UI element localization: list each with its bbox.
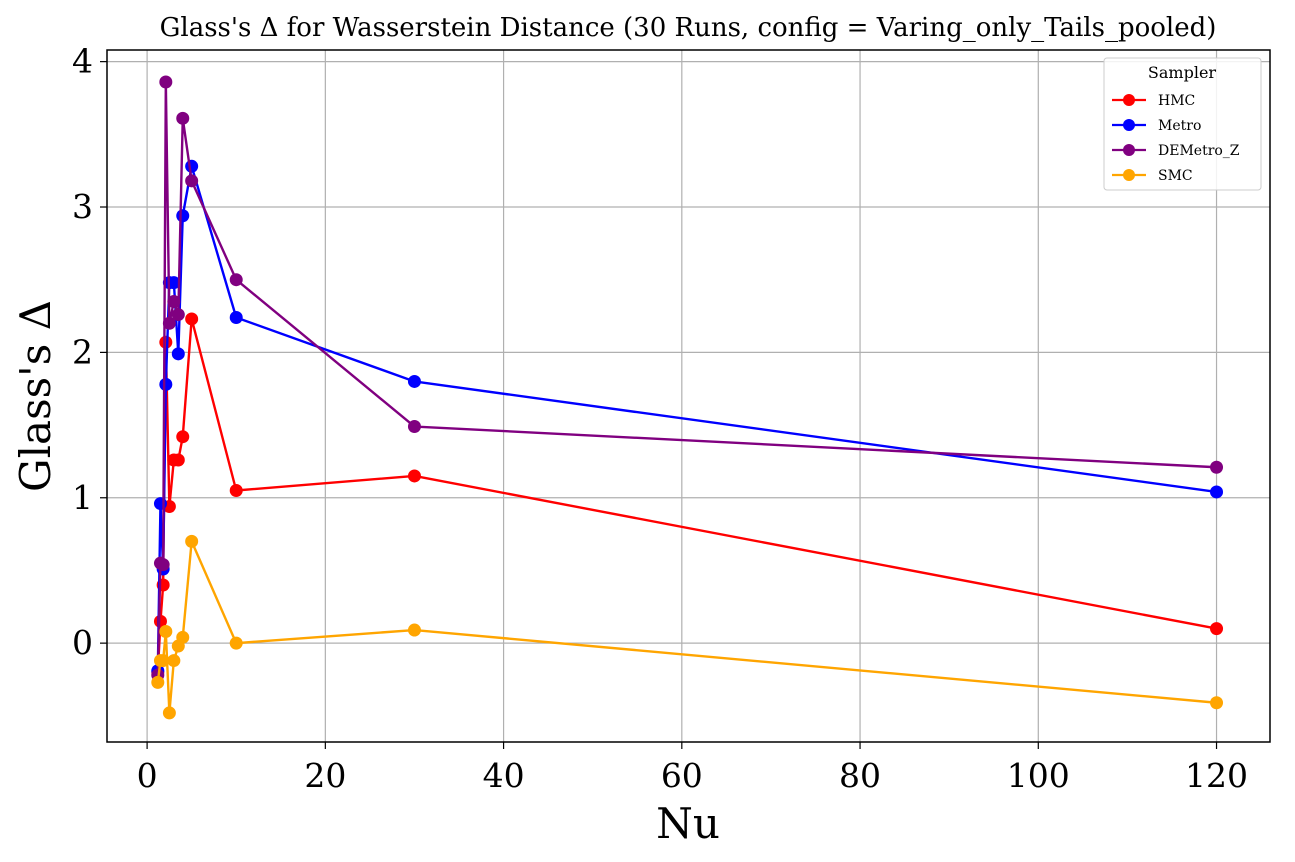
- data-point-hmc: [159, 335, 173, 349]
- data-point-metro: [159, 377, 173, 391]
- plot-frame: [106, 49, 1271, 743]
- series-smc: [151, 534, 1224, 720]
- data-point-hmc: [407, 469, 421, 483]
- legend-entry-hmc: HMC: [1112, 93, 1195, 109]
- y-tick-label: 4: [72, 42, 93, 81]
- data-point-metro: [229, 310, 243, 324]
- x-axis-ticks: 0 20 40 60 80 100 120: [137, 742, 1248, 795]
- legend-label: Metro: [1158, 118, 1201, 134]
- data-point-demetro-z: [407, 420, 421, 434]
- data-point-smc: [185, 534, 199, 548]
- data-point-smc: [167, 654, 181, 668]
- legend-title: Sampler: [1148, 63, 1217, 82]
- data-point-demetro-z: [185, 174, 199, 188]
- y-axis-label: Glass's Δ: [11, 300, 60, 492]
- legend-entry-smc: SMC: [1112, 168, 1193, 184]
- legend-marker: [1123, 144, 1135, 156]
- data-point-hmc: [1210, 622, 1224, 636]
- legend-label: DEMetro_Z: [1158, 143, 1240, 159]
- x-tick-label: 40: [483, 756, 525, 795]
- data-point-demetro-z: [156, 558, 170, 572]
- data-point-demetro-z: [162, 316, 176, 330]
- legend: Sampler HMC Metro DEMetro_Z SMC: [1103, 57, 1262, 191]
- data-point-smc: [229, 636, 243, 650]
- x-axis-label: Nu: [656, 799, 720, 848]
- x-tick-label: 20: [304, 756, 346, 795]
- data-point-metro: [171, 347, 185, 361]
- x-tick-label: 100: [1007, 756, 1070, 795]
- data-point-smc: [159, 625, 173, 639]
- y-tick-label: 1: [72, 478, 93, 517]
- data-point-hmc: [153, 614, 167, 628]
- data-point-metro: [167, 276, 181, 290]
- data-point-demetro-z: [171, 308, 185, 322]
- legend-box: [1103, 57, 1262, 191]
- chart-title: Glass's Δ for Wasserstein Distance (30 R…: [160, 13, 1217, 43]
- legend-marker: [1123, 119, 1135, 131]
- legend-entry-metro: Metro: [1112, 118, 1201, 134]
- data-point-metro: [153, 497, 167, 511]
- data-point-demetro-z: [1210, 460, 1224, 474]
- y-tick-label: 0: [72, 623, 93, 662]
- y-axis-ticks: 0 1 2 3 4: [72, 42, 107, 662]
- data-point-demetro-z: [159, 75, 173, 89]
- data-point-hmc: [176, 430, 190, 444]
- x-tick-label: 120: [1185, 756, 1248, 795]
- data-point-demetro-z: [176, 111, 190, 125]
- legend-label: SMC: [1158, 168, 1193, 184]
- data-point-smc: [1210, 696, 1224, 710]
- x-tick-label: 80: [839, 756, 881, 795]
- x-tick-label: 0: [137, 756, 158, 795]
- data-point-metro: [1210, 485, 1224, 499]
- legend-label: HMC: [1158, 93, 1195, 109]
- data-point-smc: [407, 623, 421, 637]
- data-point-metro: [407, 374, 421, 388]
- legend-entry-demetro-z: DEMetro_Z: [1112, 143, 1240, 159]
- data-point-smc: [151, 675, 165, 689]
- data-point-hmc: [229, 483, 243, 497]
- legend-entries: HMC Metro DEMetro_Z SMC: [1112, 93, 1240, 184]
- data-point-smc: [176, 630, 190, 644]
- data-point-metro: [176, 209, 190, 223]
- y-tick-label: 3: [72, 187, 93, 226]
- legend-marker: [1123, 94, 1135, 106]
- y-tick-label: 2: [72, 332, 93, 371]
- data-point-hmc: [171, 453, 185, 467]
- data-point-demetro-z: [229, 273, 243, 287]
- data-point-smc: [156, 654, 170, 668]
- data-point-metro: [185, 159, 199, 173]
- data-point-demetro-z: [167, 295, 181, 309]
- data-point-smc: [162, 706, 176, 720]
- grid-lines: [107, 50, 1270, 742]
- data-point-hmc: [185, 312, 199, 326]
- plot-series: [151, 75, 1224, 720]
- legend-marker: [1123, 169, 1135, 181]
- x-tick-label: 60: [661, 756, 703, 795]
